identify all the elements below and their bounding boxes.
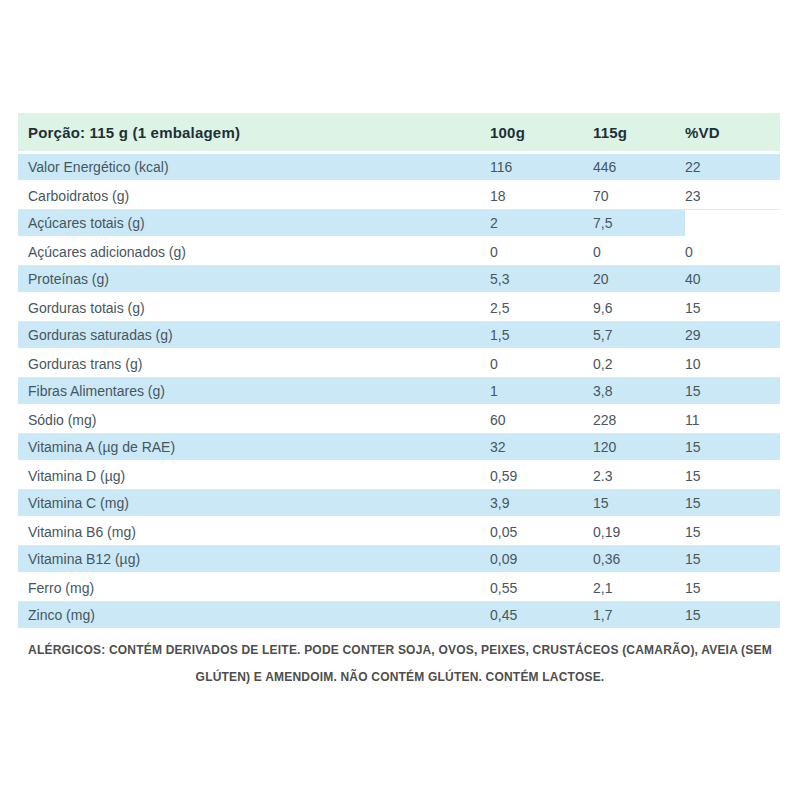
value-115g: 1,7 [593,602,685,628]
nutrient-label: Açúcares totais (g) [18,210,490,236]
nutrient-label: Fibras Alimentares (g) [18,378,490,404]
value-115g: 228 [593,406,685,433]
table-row: Açúcares totais (g)27,5 [18,210,780,238]
table-row: Gorduras trans (g)00,210 [18,350,780,378]
value-vd [685,210,780,236]
value-100g: 0,55 [490,574,593,601]
nutrient-label: Valor Energético (kcal) [18,154,490,180]
value-vd: 15 [685,434,780,460]
value-vd: 22 [685,154,780,180]
table-body: Valor Energético (kcal)11644622Carboidra… [18,154,780,630]
table-row: Ferro (mg)0,552,115 [18,574,780,602]
nutrient-label: Açúcares adicionados (g) [18,238,490,265]
value-115g: 7,5 [593,210,685,236]
table-row: Vitamina B6 (mg)0,050,1915 [18,518,780,546]
nutrient-label: Gorduras totais (g) [18,294,490,321]
value-100g: 2 [490,210,593,236]
table-row: Proteínas (g)5,32040 [18,266,780,294]
table-row: Gorduras saturadas (g)1,55,729 [18,322,780,350]
value-115g: 5,7 [593,322,685,348]
nutrition-table: Porção: 115 g (1 embalagem) 100g 115g %V… [18,113,780,630]
nutrient-label: Vitamina D (µg) [18,462,490,489]
table-header-row: Porção: 115 g (1 embalagem) 100g 115g %V… [18,113,780,154]
value-115g: 0,19 [593,518,685,545]
nutrient-label: Ferro (mg) [18,574,490,601]
table-row: Carboidratos (g)187023 [18,182,780,210]
table-row: Açúcares adicionados (g)000 [18,238,780,266]
value-115g: 70 [593,182,685,209]
value-115g: 20 [593,266,685,292]
value-vd: 15 [685,490,780,516]
table-row: Fibras Alimentares (g)13,815 [18,378,780,406]
nutrient-label: Gorduras trans (g) [18,350,490,377]
value-vd: 15 [685,602,780,628]
value-100g: 3,9 [490,490,593,516]
table-row: Vitamina A (µg de RAE)3212015 [18,434,780,462]
nutrient-label: Proteínas (g) [18,266,490,292]
value-115g: 2.3 [593,462,685,489]
value-vd: 0 [685,238,780,265]
value-100g: 60 [490,406,593,433]
nutrient-label: Carboidratos (g) [18,182,490,209]
nutrient-label: Gorduras saturadas (g) [18,322,490,348]
value-115g: 0,2 [593,350,685,377]
value-100g: 1,5 [490,322,593,348]
value-115g: 3,8 [593,378,685,404]
table-row: Valor Energético (kcal)11644622 [18,154,780,182]
value-vd: 40 [685,266,780,292]
value-100g: 0 [490,350,593,377]
nutrient-label: Vitamina B12 (µg) [18,546,490,572]
value-vd: 15 [685,518,780,545]
nutrition-label-page: Porção: 115 g (1 embalagem) 100g 115g %V… [0,0,800,800]
value-100g: 116 [490,154,593,180]
table-row: Vitamina B12 (µg)0,090,3615 [18,546,780,574]
value-100g: 0,05 [490,518,593,545]
value-vd: 23 [685,182,780,209]
value-115g: 446 [593,154,685,180]
value-115g: 0,36 [593,546,685,572]
allergen-notice: ALÉRGICOS: CONTÉM DERIVADOS DE LEITE. PO… [10,637,790,691]
value-vd: 10 [685,350,780,377]
value-115g: 15 [593,490,685,516]
value-100g: 0 [490,238,593,265]
value-100g: 5,3 [490,266,593,292]
value-vd: 15 [685,378,780,404]
nutrient-label: Zinco (mg) [18,602,490,628]
value-vd: 11 [685,406,780,433]
nutrient-label: Sódio (mg) [18,406,490,433]
table-row: Sódio (mg)6022811 [18,406,780,434]
value-115g: 120 [593,434,685,460]
table-row: Gorduras totais (g)2,59,615 [18,294,780,322]
value-100g: 0,45 [490,602,593,628]
table-row: Vitamina C (mg)3,91515 [18,490,780,518]
value-vd: 15 [685,294,780,321]
portion-header-label: Porção: 115 g (1 embalagem) [18,113,490,151]
nutrient-label: Vitamina B6 (mg) [18,518,490,545]
value-100g: 1 [490,378,593,404]
value-115g: 0 [593,238,685,265]
value-100g: 0,59 [490,462,593,489]
column-header-100g: 100g [490,113,593,151]
value-100g: 18 [490,182,593,209]
value-vd: 15 [685,546,780,572]
value-vd: 15 [685,462,780,489]
value-115g: 9,6 [593,294,685,321]
table-row: Vitamina D (µg)0,592.315 [18,462,780,490]
value-vd: 29 [685,322,780,348]
table-row: Zinco (mg)0,451,715 [18,602,780,630]
nutrient-label: Vitamina C (mg) [18,490,490,516]
value-100g: 2,5 [490,294,593,321]
value-115g: 2,1 [593,574,685,601]
value-vd: 15 [685,574,780,601]
column-header-vd: %VD [685,113,780,151]
value-100g: 32 [490,434,593,460]
column-header-115g: 115g [593,113,685,151]
nutrient-label: Vitamina A (µg de RAE) [18,434,490,460]
value-100g: 0,09 [490,546,593,572]
